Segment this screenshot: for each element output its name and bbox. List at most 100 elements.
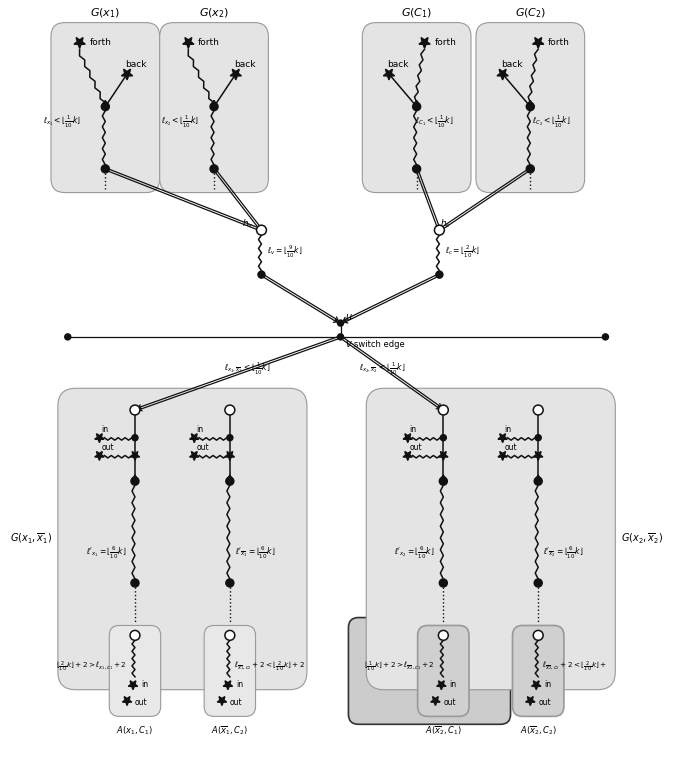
FancyBboxPatch shape [160,22,269,193]
Circle shape [210,103,218,111]
FancyBboxPatch shape [348,617,510,724]
Text: $\ell_{\overline{x}_1, c_2} + 2 < \lfloor \frac{2}{10} k \rfloor + 2$: $\ell_{\overline{x}_1, c_2} + 2 < \lfloo… [234,660,304,674]
FancyBboxPatch shape [476,22,585,193]
Text: $\ell_{x_2, \overline{x}_2} < \lfloor \frac{1}{10} k \rfloor$: $\ell_{x_2, \overline{x}_2} < \lfloor \f… [359,360,405,376]
Text: out: out [538,698,551,707]
Text: $A(\overline{x}_2, C_2)$: $A(\overline{x}_2, C_2)$ [520,724,557,737]
Text: in: in [236,680,243,689]
Polygon shape [431,697,440,706]
Polygon shape [498,452,508,461]
Polygon shape [95,452,104,461]
Text: out: out [196,443,209,452]
Text: $A(\overline{x}_2, C_1)$: $A(\overline{x}_2, C_1)$ [425,724,462,737]
Circle shape [338,334,344,340]
Circle shape [533,405,543,415]
Text: $\lfloor \frac{1}{10} k \rfloor + 2 > \ell_{\overline{x}_2, c_1} + 2$: $\lfloor \frac{1}{10} k \rfloor + 2 > \e… [364,660,435,674]
Circle shape [210,165,218,173]
Text: $\ell_{x_1} < \lfloor \frac{1}{10} k \rfloor$: $\ell_{x_1} < \lfloor \frac{1}{10} k \rf… [43,114,81,130]
Circle shape [440,435,446,441]
Circle shape [533,631,543,641]
Circle shape [526,165,534,173]
Circle shape [258,271,265,278]
Polygon shape [230,69,242,80]
FancyBboxPatch shape [367,389,616,690]
Polygon shape [533,38,544,48]
Polygon shape [437,680,446,690]
Text: $\ell_{\overline{x}_2, c_2} + 2 < \lfloor \frac{2}{10} k \rfloor +$: $\ell_{\overline{x}_2, c_2} + 2 < \lfloo… [542,660,607,674]
Text: in: in [101,425,109,434]
Text: $G(x_1)$: $G(x_1)$ [90,6,120,19]
Text: $A(x_1, C_1)$: $A(x_1, C_1)$ [117,724,153,737]
Text: out: out [505,443,517,452]
Text: $\ell'_{\overline{x}_1} = \lfloor \frac{6}{10} k \rfloor$: $\ell'_{\overline{x}_1} = \lfloor \frac{… [235,545,275,561]
Text: $h_c$: $h_c$ [440,218,452,230]
Text: $\ell'_{\overline{x}_2} = \lfloor \frac{6}{10} k \rfloor$: $\ell'_{\overline{x}_2} = \lfloor \frac{… [543,545,584,561]
Circle shape [226,579,234,587]
Text: out: out [410,443,423,452]
Text: in: in [410,425,417,434]
Polygon shape [74,38,85,48]
Circle shape [132,435,138,441]
Circle shape [65,334,71,340]
Circle shape [526,103,534,111]
Circle shape [225,631,235,641]
Polygon shape [122,697,132,706]
Polygon shape [531,680,541,690]
Circle shape [412,165,421,173]
Text: in: in [196,425,203,434]
Polygon shape [223,680,233,690]
Polygon shape [183,38,194,48]
Polygon shape [403,452,412,461]
Text: out: out [135,698,148,707]
Text: $\lfloor \frac{2}{10} k \rfloor + 2 > \ell_{x_1, c_1} + 2$: $\lfloor \frac{2}{10} k \rfloor + 2 > \e… [56,660,127,674]
Text: out: out [443,698,456,707]
Circle shape [227,435,233,441]
Text: $u$: $u$ [346,312,353,322]
Text: $\ell_{C_2} < \lfloor \frac{1}{10} k \rfloor$: $\ell_{C_2} < \lfloor \frac{1}{10} k \rf… [533,114,571,130]
Circle shape [436,271,443,278]
Text: $A(\overline{x}_1, C_2)$: $A(\overline{x}_1, C_2)$ [211,724,248,737]
Polygon shape [497,69,508,80]
Polygon shape [419,38,430,48]
Text: in: in [141,680,148,689]
Text: $h_v$: $h_v$ [242,218,254,230]
Polygon shape [130,452,140,461]
Polygon shape [95,434,104,442]
FancyBboxPatch shape [109,625,161,717]
Text: forth: forth [435,38,456,47]
Polygon shape [498,434,508,442]
Circle shape [435,225,444,235]
Circle shape [131,579,139,587]
Text: back: back [501,60,522,68]
Text: $\ell'_{x_2} = \lfloor \frac{6}{10} k \rfloor$: $\ell'_{x_2} = \lfloor \frac{6}{10} k \r… [394,545,434,561]
Text: forth: forth [548,38,570,47]
Text: in: in [544,680,551,689]
Circle shape [438,631,448,641]
Polygon shape [217,697,227,706]
Circle shape [412,103,421,111]
Circle shape [130,631,140,641]
Circle shape [439,477,448,485]
FancyBboxPatch shape [51,22,160,193]
Text: $\ell_{x_2} < \lfloor \frac{1}{10} k \rfloor$: $\ell_{x_2} < \lfloor \frac{1}{10} k \rf… [161,114,198,130]
Circle shape [101,103,109,111]
FancyBboxPatch shape [58,389,307,690]
Text: $G(x_2)$: $G(x_2)$ [199,6,229,19]
Circle shape [439,579,448,587]
Text: back: back [387,60,408,68]
Circle shape [603,334,608,340]
Text: $G(C_2)$: $G(C_2)$ [514,6,546,19]
FancyBboxPatch shape [418,625,469,717]
Text: $G(C_1)$: $G(C_1)$ [401,6,433,19]
Text: $\ell_{C_1} < \lfloor \frac{1}{10} k \rfloor$: $\ell_{C_1} < \lfloor \frac{1}{10} k \rf… [414,114,454,130]
Text: $\ell_v = \lfloor \frac{9}{10} k \rfloor$: $\ell_v = \lfloor \frac{9}{10} k \rfloor… [267,244,303,260]
Circle shape [226,477,234,485]
Text: $v$: $v$ [346,339,354,349]
Text: $\ell'_{x_1} = \lfloor \frac{6}{10} k \rfloor$: $\ell'_{x_1} = \lfloor \frac{6}{10} k \r… [86,545,126,561]
FancyBboxPatch shape [362,22,471,193]
Polygon shape [122,69,133,80]
Circle shape [130,405,140,415]
Circle shape [534,579,542,587]
Text: switch edge: switch edge [354,340,405,349]
Text: back: back [234,60,255,68]
